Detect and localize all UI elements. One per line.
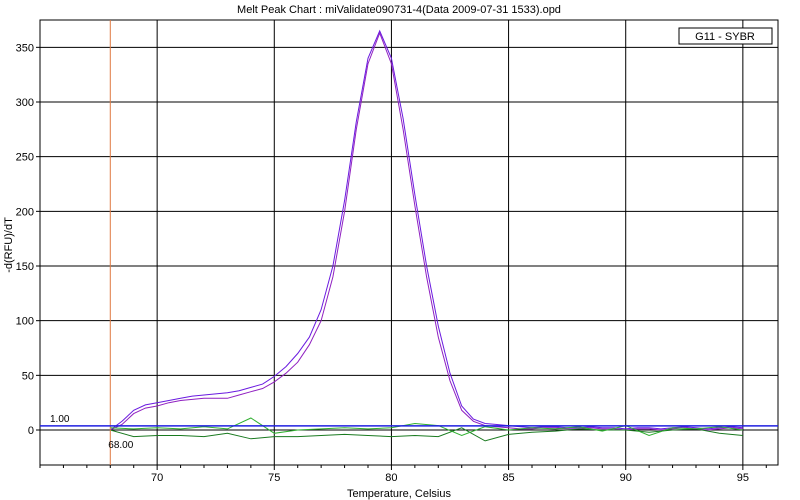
legend: G11 - SYBR <box>678 27 773 45</box>
legend-box <box>678 27 773 45</box>
y-tick-label: 100 <box>16 316 34 328</box>
x-axis-title: Temperature, Celsius <box>347 488 451 500</box>
x-tick-label: 70 <box>151 472 163 484</box>
plot-area <box>39 19 779 466</box>
y-tick-label: 200 <box>16 206 34 218</box>
chart-title: Melt Peak Chart : miValidate090731-4(Dat… <box>237 4 561 16</box>
y-axis-title: -d(RFU)/dT <box>3 217 15 273</box>
x-tick-label: 80 <box>385 472 397 484</box>
x-tick-label: 95 <box>737 472 749 484</box>
x-tick-label: 85 <box>502 472 514 484</box>
legend-entry: G11 - SYBR <box>695 31 755 43</box>
start-temp-label: 68.00 <box>108 440 133 451</box>
annotations: 68.00 1.00 <box>40 20 778 465</box>
series-line <box>110 29 743 431</box>
y-tick-label: 0 <box>28 425 34 437</box>
series-line <box>110 427 743 442</box>
y-tick-label: 250 <box>16 152 34 164</box>
y-axis-ticks: 0 50 100 150 200 250 300 350 <box>16 42 40 437</box>
series-line <box>110 31 743 431</box>
series-lines <box>110 29 743 442</box>
y-tick-label: 150 <box>16 261 34 273</box>
y-tick-label: 300 <box>16 97 34 109</box>
y-tick-label: 350 <box>16 42 34 54</box>
x-tick-label: 75 <box>268 472 280 484</box>
x-axis-ticks: 70 75 80 85 90 95 <box>39 465 767 484</box>
series-line <box>110 417 743 437</box>
y-tick-label: 50 <box>22 370 34 382</box>
threshold-label: 1.00 <box>50 414 70 425</box>
x-tick-label: 90 <box>620 472 632 484</box>
